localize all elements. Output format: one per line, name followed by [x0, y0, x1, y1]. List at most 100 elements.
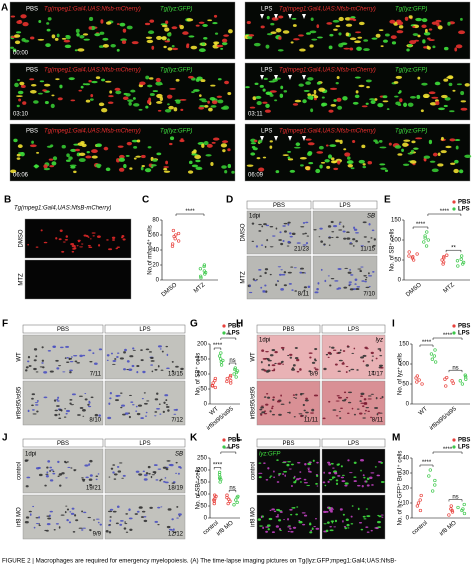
- cell-speck: [423, 155, 431, 159]
- cell-speck: [303, 286, 308, 289]
- column-header-box: [321, 324, 386, 334]
- cell-speck: [91, 149, 98, 154]
- cell-speck: [353, 226, 356, 230]
- cell-speck: [124, 523, 128, 525]
- data-point: [170, 244, 175, 248]
- cell-speck: [109, 90, 113, 94]
- cell-speck: [109, 397, 112, 400]
- y-axis-label: No. of SB⁺ cells: [195, 467, 202, 510]
- x-tick-label: WT: [418, 406, 429, 417]
- cell-speck: [299, 471, 302, 473]
- cell-speck: [207, 100, 210, 104]
- cell-speck: [122, 238, 126, 241]
- cell-speck: [310, 529, 312, 532]
- cell-speck: [333, 28, 338, 31]
- legend-label: PBS: [458, 438, 470, 444]
- cell-speck: [338, 463, 340, 466]
- data-point: [407, 254, 411, 258]
- cell-speck: [403, 102, 408, 107]
- cell-speck: [374, 407, 379, 409]
- cell-speck: [171, 370, 174, 373]
- cell-speck: [315, 168, 321, 174]
- cell-speck: [138, 507, 143, 509]
- cell-speck: [347, 401, 352, 404]
- cell-speck: [403, 139, 411, 142]
- cell-speck: [69, 402, 72, 405]
- cell-speck: [293, 396, 295, 399]
- cell-speck: [157, 345, 162, 348]
- cell-speck: [13, 138, 18, 143]
- cell-speck: [123, 527, 127, 530]
- cell-speck: [330, 520, 335, 523]
- cell-speck: [259, 413, 263, 415]
- cell-speck: [125, 513, 129, 515]
- cell-speck: [73, 170, 77, 174]
- data-point: [233, 367, 237, 372]
- legend-marker: [452, 207, 456, 211]
- cell-speck: [330, 278, 335, 280]
- cell-speck: [75, 28, 80, 34]
- cell-speck: [260, 286, 263, 289]
- cell-speck: [247, 35, 253, 40]
- cell-speck: [271, 364, 276, 367]
- cell-speck: [143, 392, 146, 394]
- cell-speck: [116, 352, 120, 354]
- cell-speck: [443, 46, 449, 51]
- cell-speck: [288, 283, 292, 285]
- cell-speck: [108, 95, 114, 98]
- cell-speck: [377, 412, 381, 414]
- cell-speck: [164, 481, 169, 484]
- cell-speck: [168, 528, 173, 531]
- cell-speck: [119, 520, 124, 522]
- significance-bracket: [419, 464, 434, 467]
- cell-speck: [447, 75, 454, 80]
- significance: ****: [422, 340, 432, 346]
- cell-speck: [108, 248, 113, 251]
- cell-speck: [168, 105, 174, 110]
- data-point: [422, 240, 426, 244]
- cell-speck: [337, 475, 341, 477]
- cell-speck: [143, 478, 148, 481]
- cell-speck: [271, 405, 274, 408]
- cell-speck: [281, 462, 287, 464]
- y-tick-label: 40: [402, 456, 409, 462]
- cell-speck: [59, 484, 62, 487]
- cell-speck: [314, 368, 319, 371]
- y-tick-label: 100: [399, 362, 410, 368]
- cell-speck: [379, 397, 382, 399]
- cell-speck: [331, 346, 335, 349]
- arrowhead: [288, 14, 292, 19]
- cell-speck: [273, 368, 276, 371]
- panel-label: J: [2, 433, 8, 444]
- arrowhead: [302, 75, 306, 80]
- cell-speck: [155, 479, 159, 481]
- cell-speck: [141, 398, 144, 400]
- cell-speck: [171, 482, 176, 484]
- cell-speck: [305, 138, 312, 141]
- data-point: [219, 357, 223, 361]
- transgene-green: Tg(lyz:GFP): [160, 7, 192, 13]
- cell-speck: [77, 239, 81, 242]
- cell-speck: [38, 524, 41, 527]
- cell-speck: [407, 102, 414, 107]
- cell-speck: [271, 413, 276, 416]
- cell-speck: [164, 40, 170, 43]
- cell-speck: [49, 165, 54, 168]
- cell-speck: [72, 531, 76, 533]
- panel-label: I: [392, 319, 395, 330]
- cell-speck: [295, 478, 300, 481]
- significance: ****: [422, 460, 432, 466]
- cell-speck: [382, 95, 388, 99]
- cell-speck: [349, 268, 351, 271]
- cell-speck: [327, 461, 331, 464]
- cell-speck: [154, 398, 159, 401]
- cell-speck: [55, 523, 59, 525]
- cell-speck: [265, 103, 270, 109]
- ratio: 21/23: [294, 247, 310, 253]
- cell-speck: [172, 531, 177, 534]
- cell-speck: [342, 520, 344, 523]
- cell-speck: [331, 231, 335, 233]
- cell-speck: [397, 153, 403, 156]
- y-tick-label: 20: [402, 486, 409, 492]
- significance-bracket: [213, 347, 222, 350]
